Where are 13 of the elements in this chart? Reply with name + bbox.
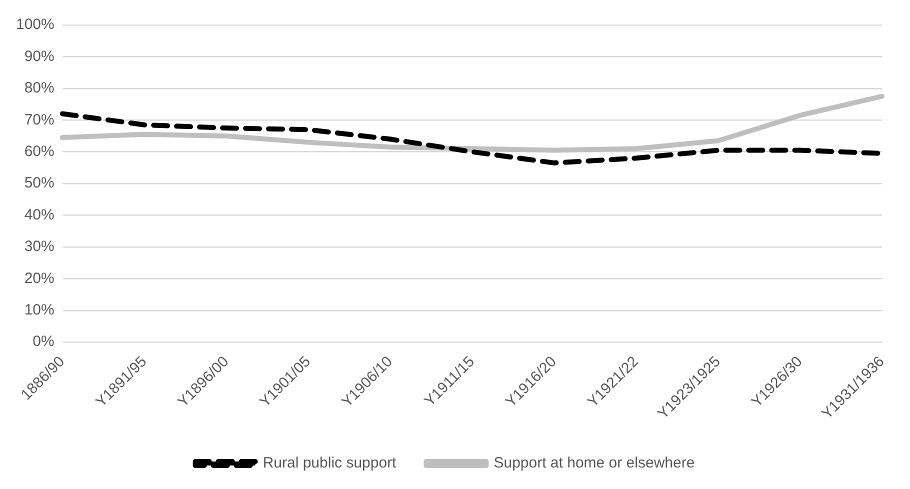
y-tick-label: 100% bbox=[16, 16, 54, 34]
y-tick-label: 20% bbox=[24, 270, 54, 287]
y-tick-label: 60% bbox=[24, 142, 54, 160]
y-tick-label: 10% bbox=[24, 301, 54, 318]
legend-label: Support at home or elsewhere bbox=[494, 454, 695, 472]
y-tick-label: 40% bbox=[24, 206, 54, 224]
y-tick-label: 50% bbox=[24, 174, 54, 192]
y-tick-label: 70% bbox=[24, 111, 54, 128]
y-tick-label: 80% bbox=[24, 80, 54, 97]
legend-label: Rural public support bbox=[262, 454, 398, 472]
y-tick-label: 90% bbox=[24, 48, 54, 65]
y-tick-label: 30% bbox=[24, 238, 54, 256]
y-tick-label: 0% bbox=[32, 333, 54, 350]
